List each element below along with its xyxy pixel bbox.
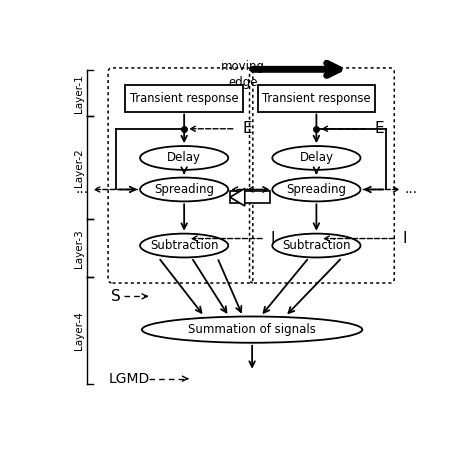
Text: Delay: Delay bbox=[300, 152, 333, 164]
Text: S: S bbox=[111, 289, 121, 304]
Ellipse shape bbox=[140, 233, 228, 258]
Text: Layer-1: Layer-1 bbox=[74, 74, 84, 112]
Text: ...: ... bbox=[75, 182, 88, 197]
Text: Transient response: Transient response bbox=[262, 92, 371, 105]
Text: LGMD: LGMD bbox=[109, 372, 150, 386]
Text: E: E bbox=[374, 121, 384, 136]
Text: E: E bbox=[242, 121, 252, 136]
FancyBboxPatch shape bbox=[125, 85, 243, 111]
Ellipse shape bbox=[272, 177, 360, 202]
Text: I: I bbox=[403, 231, 407, 246]
Text: Layer-3: Layer-3 bbox=[74, 229, 84, 268]
Ellipse shape bbox=[272, 233, 360, 258]
Text: Delay: Delay bbox=[167, 152, 201, 164]
Text: Subtraction: Subtraction bbox=[150, 239, 219, 252]
Text: Layer-4: Layer-4 bbox=[74, 311, 84, 350]
Text: I: I bbox=[271, 231, 275, 246]
Text: Transient response: Transient response bbox=[130, 92, 238, 105]
Text: ...: ... bbox=[405, 182, 418, 197]
Text: Subtraction: Subtraction bbox=[282, 239, 351, 252]
Ellipse shape bbox=[142, 317, 362, 343]
Text: moving
edge: moving edge bbox=[221, 60, 265, 89]
Polygon shape bbox=[230, 188, 245, 206]
FancyBboxPatch shape bbox=[257, 85, 375, 111]
FancyBboxPatch shape bbox=[230, 191, 271, 203]
Ellipse shape bbox=[272, 146, 360, 170]
Ellipse shape bbox=[140, 146, 228, 170]
Ellipse shape bbox=[140, 177, 228, 202]
Text: Summation of signals: Summation of signals bbox=[188, 323, 316, 336]
Text: Spreading: Spreading bbox=[154, 183, 214, 196]
Text: Spreading: Spreading bbox=[286, 183, 346, 196]
Text: Layer-2: Layer-2 bbox=[74, 148, 84, 187]
